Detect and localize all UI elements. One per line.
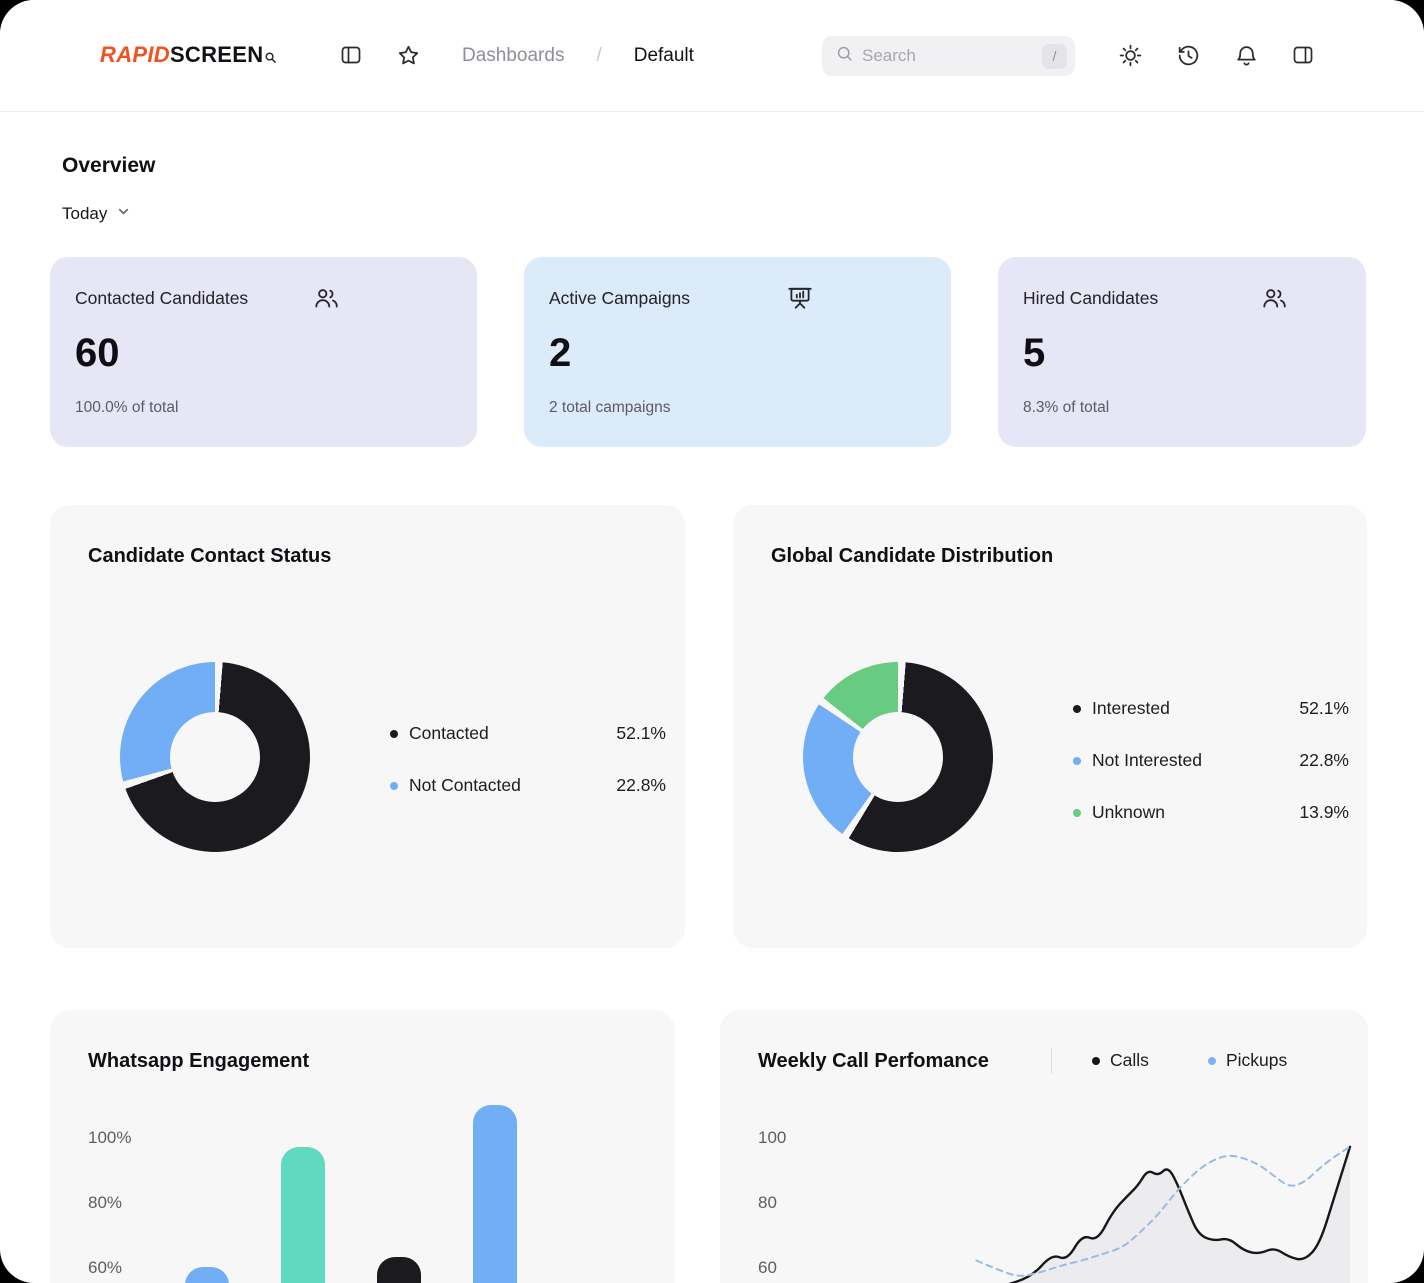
stat-subtext: 100.0% of total <box>75 399 179 416</box>
app-logo: RAPID SCREEN <box>100 42 277 68</box>
bar <box>377 1257 421 1283</box>
logo-text-screen: SCREEN <box>169 42 264 67</box>
history-button[interactable] <box>1175 43 1201 69</box>
line-chart-weekly-calls <box>975 1145 1352 1283</box>
y-axis-tick: 100 <box>758 1128 787 1147</box>
stat-subtext: 2 total campaigns <box>549 399 671 416</box>
legend-label: Pickups <box>1226 1050 1288 1070</box>
legend-item-calls: Calls <box>1092 1050 1149 1071</box>
chart-title: Whatsapp Engagement <box>88 1050 310 1072</box>
y-axis-tick: 60 <box>758 1258 777 1277</box>
legend-dot <box>1073 704 1081 713</box>
legend-value: 13.9% <box>1299 802 1349 822</box>
bell-icon <box>1234 46 1259 71</box>
legend-value: 52.1% <box>1299 698 1349 718</box>
stat-card-hired-candidates: Hired Candidates 5 8.3% of total <box>998 257 1366 447</box>
theme-toggle-button[interactable] <box>1117 43 1143 69</box>
top-navigation: RAPID SCREEN Dashboards / Default <box>0 0 1424 112</box>
legend-item-pickups: Pickups <box>1208 1050 1287 1071</box>
breadcrumb-current[interactable]: Default <box>633 45 694 66</box>
bar <box>185 1267 229 1283</box>
search-input[interactable] <box>854 46 1042 66</box>
legend-dot <box>1073 808 1081 817</box>
legend-item-contacted: Contacted 52.1% <box>390 723 666 744</box>
bar <box>281 1146 325 1283</box>
y-axis-tick: 60% <box>88 1258 123 1277</box>
legend-value: 22.8% <box>1299 750 1349 770</box>
chart-title: Weekly Call Perfomance <box>758 1050 989 1072</box>
legend-value: 22.8% <box>616 775 666 795</box>
favorite-button[interactable] <box>395 43 421 69</box>
panel-right-icon <box>1291 46 1315 70</box>
history-icon <box>1176 45 1201 71</box>
legend-item-interested: Interested 52.1% <box>1073 698 1349 719</box>
breadcrumb-separator: / <box>596 45 602 66</box>
logo-magnifier-icon <box>264 44 277 70</box>
stat-label: Contacted Candidates <box>75 288 249 308</box>
legend-label: Unknown <box>1092 802 1165 822</box>
legend-dot <box>1208 1056 1216 1065</box>
legend-label: Contacted <box>409 723 489 743</box>
legend-item-unknown: Unknown 13.9% <box>1073 802 1349 823</box>
legend-divider <box>1051 1048 1052 1074</box>
search-shortcut-badge: / <box>1042 43 1067 69</box>
legend-label: Not Interested <box>1092 750 1202 770</box>
stat-value: 60 <box>75 331 120 375</box>
date-filter-dropdown[interactable]: Today <box>62 204 131 224</box>
page-title: Overview <box>62 154 156 178</box>
legend-dot <box>1073 756 1081 765</box>
breadcrumb: Dashboards / Default <box>462 0 694 112</box>
chart-title: Candidate Contact Status <box>88 545 332 567</box>
bar-chart-whatsapp <box>50 1010 675 1283</box>
right-panel-toggle-button[interactable] <box>1290 43 1316 69</box>
y-axis-tick: 80% <box>88 1193 123 1212</box>
people-icon <box>1260 284 1288 312</box>
logo-text-rapid: RAPID <box>100 42 170 67</box>
stat-value: 2 <box>549 331 572 375</box>
legend-dot <box>390 781 398 790</box>
stat-value: 5 <box>1023 331 1046 375</box>
y-axis-tick: 100% <box>88 1128 132 1147</box>
chart-card-global-candidate-distribution: Global Candidate Distribution Interested… <box>733 505 1367 948</box>
sidebar-toggle-button[interactable] <box>338 43 364 69</box>
people-icon <box>312 284 340 312</box>
panel-left-icon <box>339 46 363 70</box>
legend-label: Interested <box>1092 698 1170 718</box>
chart-card-whatsapp-engagement: Whatsapp Engagement 100% 80% 60% <box>50 1010 675 1283</box>
chart-card-weekly-call-performance: Weekly Call Perfomance Calls Pickups 100… <box>720 1010 1368 1283</box>
bar <box>473 1104 517 1283</box>
legend-item-not-interested: Not Interested 22.8% <box>1073 750 1349 771</box>
search-box: / <box>822 36 1075 76</box>
breadcrumb-dashboards[interactable]: Dashboards <box>462 45 565 66</box>
stat-label: Active Campaigns <box>549 288 691 308</box>
legend-dot <box>390 729 398 738</box>
legend-value: 52.1% <box>616 723 666 743</box>
legend-label: Not Contacted <box>409 775 521 795</box>
star-icon <box>396 45 421 71</box>
donut-chart-candidate-distribution <box>803 662 993 852</box>
stat-subtext: 8.3% of total <box>1023 399 1110 416</box>
legend-dot <box>1092 1056 1100 1065</box>
stat-label: Hired Candidates <box>1023 288 1159 308</box>
chart-card-candidate-contact-status: Candidate Contact Status Contacted 52.1%… <box>50 505 685 948</box>
stat-card-active-campaigns: Active Campaigns 2 2 total campaigns <box>524 257 951 447</box>
legend-item-not-contacted: Not Contacted 22.8% <box>390 775 666 796</box>
chevron-down-icon <box>116 204 131 224</box>
legend-label: Calls <box>1110 1050 1149 1070</box>
presentation-icon <box>786 284 814 312</box>
chart-title: Global Candidate Distribution <box>771 545 1054 567</box>
date-filter-label: Today <box>62 204 108 223</box>
sun-icon <box>1118 44 1143 71</box>
y-axis-tick: 80 <box>758 1193 777 1212</box>
donut-chart-contact-status <box>120 662 310 852</box>
stat-card-contacted-candidates: Contacted Candidates 60 100.0% of total <box>50 257 477 447</box>
search-icon <box>835 44 854 68</box>
notifications-button[interactable] <box>1233 43 1259 69</box>
